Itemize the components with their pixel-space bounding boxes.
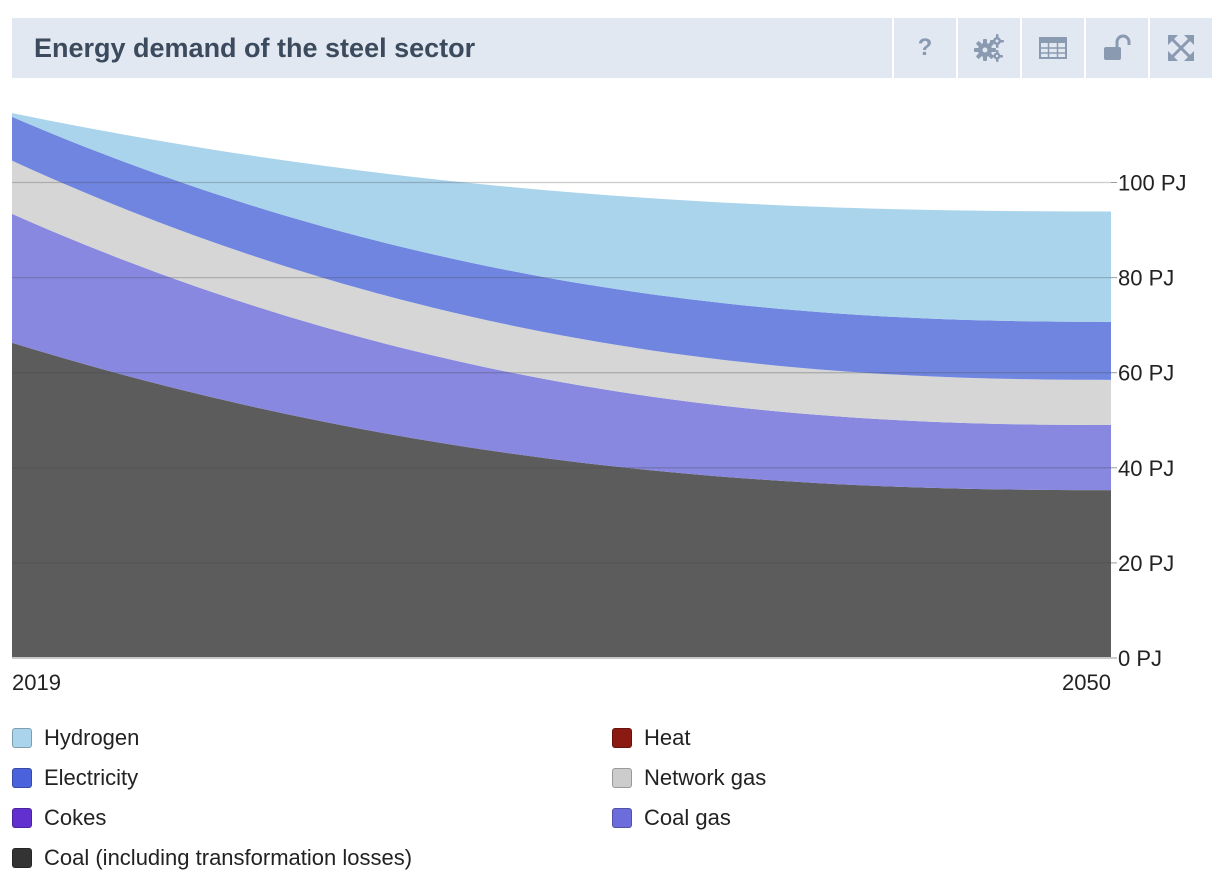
legend-label: Hydrogen: [44, 725, 140, 750]
y-tick-label: 20 PJ: [1118, 551, 1174, 576]
legend-item-heat[interactable]: Heat: [612, 723, 690, 753]
legend-swatch: [612, 768, 632, 788]
legend-swatch: [12, 728, 32, 748]
legend-item-coal-gas[interactable]: Coal gas: [612, 803, 731, 833]
legend-label: Heat: [644, 725, 691, 750]
help-button[interactable]: ?: [892, 18, 956, 78]
area-hydrogen: [12, 113, 1111, 322]
legend-item-coal-including-transformation-losses[interactable]: Coal (including transformation losses): [12, 843, 412, 873]
y-axis-ticks: 0 PJ 20 PJ 40 PJ 60 PJ 80 PJ 100 PJ: [1111, 171, 1187, 671]
unlock-icon: [1104, 34, 1131, 60]
chart-legend: Hydrogen Heat Electricity Network gas Cokes C…: [12, 722, 1212, 882]
legend-item-electricity[interactable]: Electricity: [12, 763, 138, 793]
chart-areas: [12, 113, 1111, 658]
y-tick-label: 40 PJ: [1118, 456, 1174, 481]
chart-title: Energy demand of the steel sector: [34, 33, 476, 63]
chart-header: Energy demand of the steel sector ?: [12, 18, 1212, 78]
table-view-button[interactable]: [1020, 18, 1084, 78]
legend-swatch: [612, 808, 632, 828]
legend-swatch: [12, 808, 32, 828]
legend-label: Coal gas: [644, 805, 731, 830]
y-tick-label: 0 PJ: [1118, 646, 1162, 671]
y-tick-label: 100 PJ: [1118, 171, 1187, 196]
legend-swatch: [12, 848, 32, 868]
area-electricity: [12, 116, 1111, 380]
legend-label: Coal (including transformation losses): [44, 845, 413, 870]
expand-icon: [1168, 35, 1194, 61]
fullscreen-button[interactable]: [1148, 18, 1212, 78]
area-coal-gas: [12, 213, 1111, 491]
stacked-area-chart: 0 PJ 20 PJ 40 PJ 60 PJ 80 PJ 100 PJ 2019 2050: [12, 113, 1187, 695]
legend-item-network-gas[interactable]: Network gas: [612, 763, 766, 793]
lock-button[interactable]: [1084, 18, 1148, 78]
legend-label: Cokes: [44, 805, 107, 830]
area-coal-including-transformation-losses: [12, 342, 1111, 658]
legend-item-cokes[interactable]: Cokes: [12, 803, 106, 833]
gears-icon: [974, 34, 1004, 62]
x-axis-ticks: 2019 2050: [12, 670, 1111, 695]
settings-button[interactable]: [956, 18, 1020, 78]
table-icon: [1039, 37, 1067, 59]
question-icon: ?: [917, 34, 933, 61]
x-tick-label: 2050: [1062, 670, 1111, 695]
legend-label: Network gas: [644, 765, 767, 790]
legend-swatch: [12, 768, 32, 788]
legend-item-hydrogen[interactable]: Hydrogen: [12, 723, 139, 753]
chart-gridlines: [12, 181, 1111, 659]
legend-swatch: [612, 728, 632, 748]
y-tick-label: 80 PJ: [1118, 266, 1174, 291]
x-tick-label: 2019: [12, 670, 61, 695]
y-tick-label: 60 PJ: [1118, 361, 1174, 386]
legend-label: Electricity: [44, 765, 139, 790]
area-network-gas: [12, 160, 1111, 425]
